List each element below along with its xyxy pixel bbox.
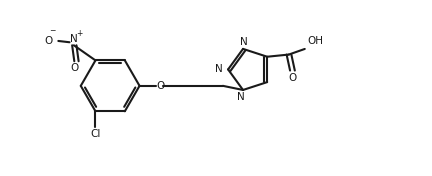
Text: O: O	[44, 36, 52, 46]
Text: +: +	[76, 29, 83, 37]
Text: N: N	[238, 92, 245, 102]
Text: O: O	[288, 73, 296, 83]
Text: O: O	[156, 81, 165, 91]
Text: N: N	[215, 64, 223, 74]
Text: Cl: Cl	[90, 129, 101, 139]
Text: N: N	[70, 34, 78, 43]
Text: −: −	[49, 26, 55, 35]
Text: OH: OH	[308, 36, 324, 46]
Text: O: O	[70, 63, 79, 73]
Text: N: N	[241, 37, 248, 47]
